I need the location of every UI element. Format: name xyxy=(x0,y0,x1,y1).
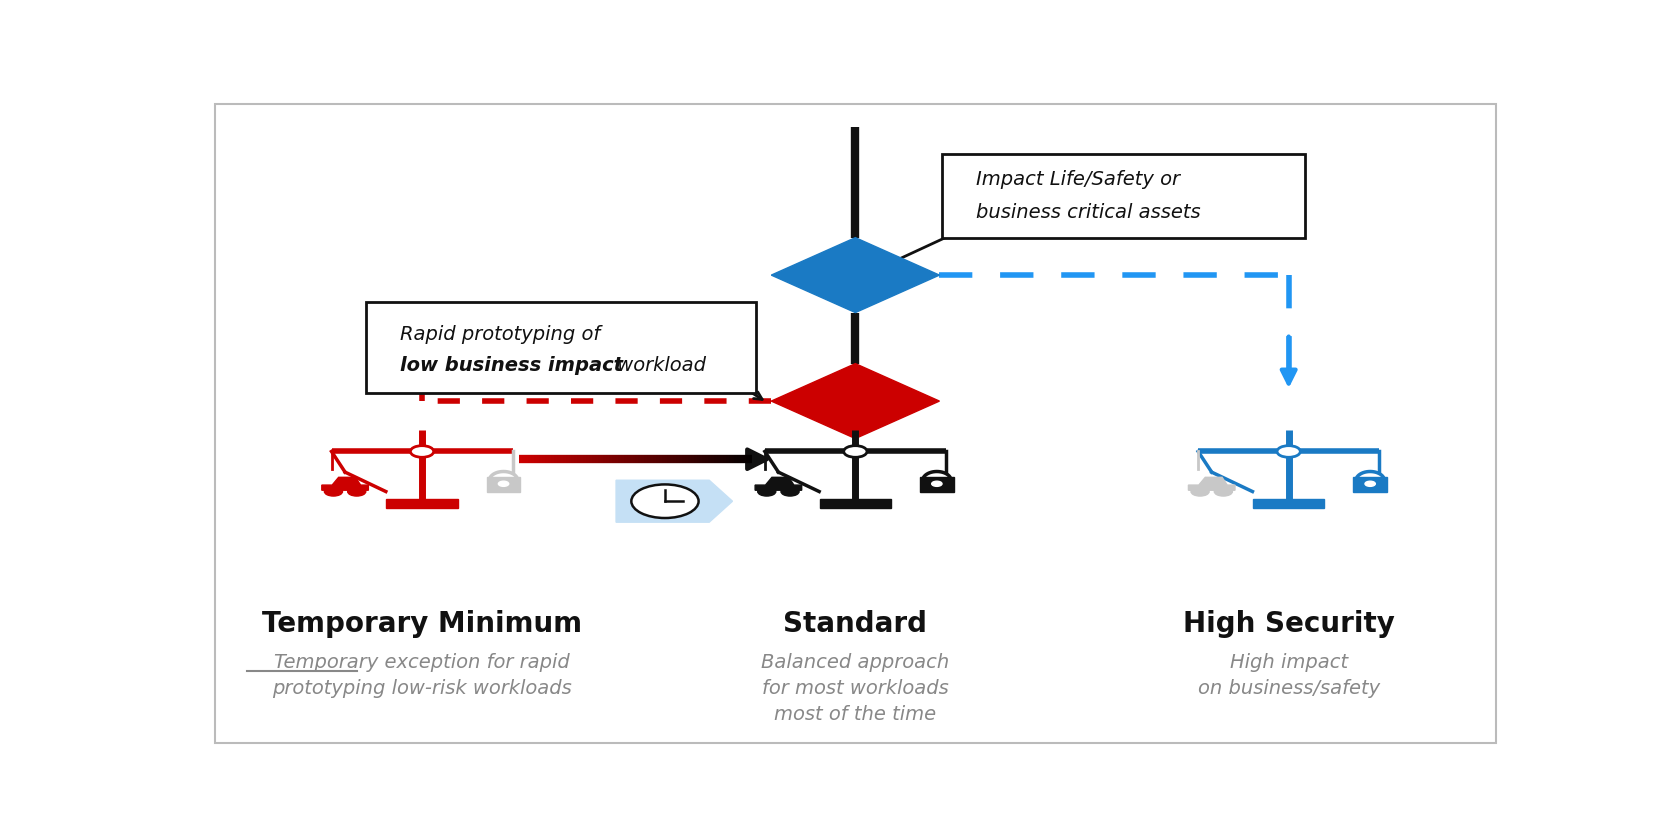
Circle shape xyxy=(1192,487,1208,496)
Circle shape xyxy=(411,446,434,457)
Polygon shape xyxy=(754,477,801,490)
Text: Rapid prototyping of: Rapid prototyping of xyxy=(401,325,601,343)
FancyBboxPatch shape xyxy=(367,302,756,393)
Circle shape xyxy=(1277,446,1300,457)
Text: most of the time: most of the time xyxy=(774,705,936,724)
Bar xyxy=(819,498,891,508)
Text: Balanced approach: Balanced approach xyxy=(761,654,950,672)
Circle shape xyxy=(347,487,366,496)
Text: High impact: High impact xyxy=(1230,654,1349,672)
Polygon shape xyxy=(771,363,940,439)
Polygon shape xyxy=(1188,477,1235,490)
Circle shape xyxy=(631,484,699,518)
Text: Impact Life/Safety or: Impact Life/Safety or xyxy=(976,170,1180,189)
Text: Temporary exception for rapid: Temporary exception for rapid xyxy=(274,654,569,672)
Bar xyxy=(487,477,521,492)
Bar xyxy=(1354,477,1387,492)
Circle shape xyxy=(499,482,509,487)
Circle shape xyxy=(1215,487,1232,496)
Bar xyxy=(920,477,953,492)
Circle shape xyxy=(845,446,866,457)
Circle shape xyxy=(758,487,776,496)
Text: business critical assets: business critical assets xyxy=(976,203,1200,221)
Circle shape xyxy=(781,487,799,496)
Polygon shape xyxy=(616,480,733,522)
Text: low business impact: low business impact xyxy=(401,356,623,375)
Text: Standard: Standard xyxy=(783,610,928,638)
Text: prototyping low-risk workloads: prototyping low-risk workloads xyxy=(272,679,572,698)
Text: Temporary Minimum: Temporary Minimum xyxy=(262,610,582,638)
Polygon shape xyxy=(771,237,940,313)
FancyBboxPatch shape xyxy=(941,154,1305,238)
Text: for most workloads: for most workloads xyxy=(763,679,948,698)
Bar xyxy=(1253,498,1324,508)
Circle shape xyxy=(1365,482,1375,487)
Circle shape xyxy=(931,482,941,487)
Polygon shape xyxy=(322,477,369,490)
Text: on business/safety: on business/safety xyxy=(1198,679,1380,698)
Bar xyxy=(387,498,457,508)
Text: High Security: High Security xyxy=(1183,610,1395,638)
Circle shape xyxy=(324,487,342,496)
Text: workload: workload xyxy=(611,356,706,375)
